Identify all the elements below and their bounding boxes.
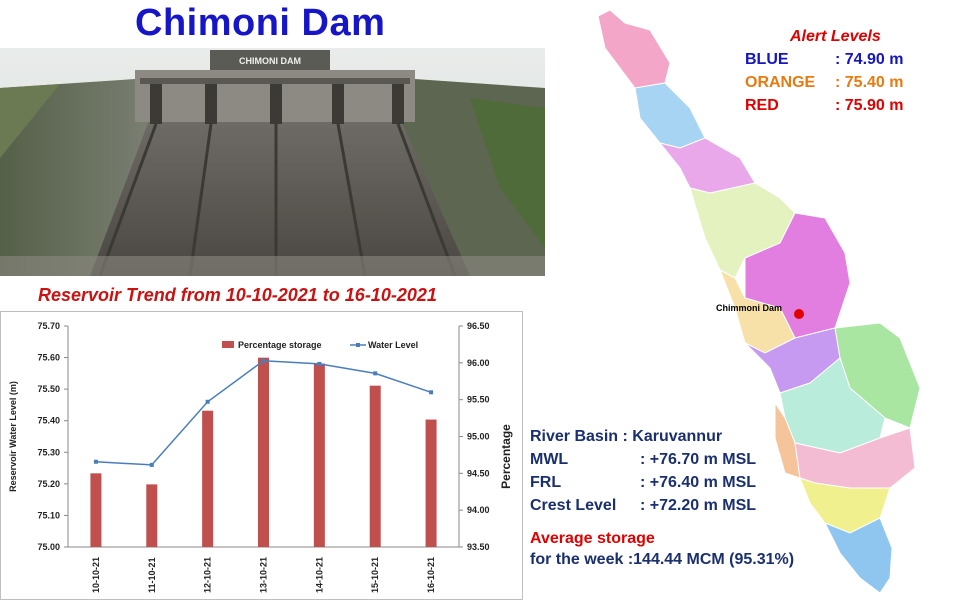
bar-percentage-storage	[425, 419, 437, 547]
left-tick-label: 75.20	[37, 479, 60, 489]
right-tick-label: 95.50	[467, 395, 490, 405]
legend-marker-line	[356, 343, 360, 347]
chart-svg: 75.00 75.10 75.20 75.30 75.40 75.50 75.60 75.70…	[0, 311, 523, 600]
legend-swatch-bar	[222, 341, 234, 348]
y-axis-label-left: Reservoir Water Level (m)	[8, 381, 18, 492]
left-tick-label: 75.00	[37, 542, 60, 552]
alert-row-blue: BLUE : 74.90 m	[745, 48, 903, 71]
right-tick-label: 93.50	[467, 542, 490, 552]
dam-map-label: Chimmoni Dam	[716, 303, 783, 313]
point-water-level	[429, 390, 434, 395]
info-key: FRL	[530, 474, 562, 491]
alert-value: : 74.90 m	[835, 51, 904, 68]
point-water-level	[149, 462, 154, 467]
page-title: Chimoni Dam	[135, 2, 386, 44]
x-tick-label: 10-10-21	[91, 557, 101, 593]
alert-title: Alert Levels	[790, 28, 881, 45]
river-basin: River Basin : Karuvannur	[530, 425, 794, 448]
point-water-level	[317, 361, 322, 366]
point-water-level	[205, 399, 210, 404]
dam-sign: CHIMONI DAM	[239, 56, 301, 66]
bar-percentage-storage	[90, 473, 102, 547]
legend-label-bar: Percentage storage	[238, 340, 322, 350]
left-tick-label: 75.50	[37, 384, 60, 394]
y-axis-label-right: Percentage	[499, 424, 513, 489]
bar-percentage-storage	[258, 357, 269, 547]
dam-photo: CHIMONI DAM	[0, 48, 545, 276]
point-water-level	[373, 371, 378, 376]
dam-location-marker	[794, 309, 804, 319]
info-row-mwl: MWL : +76.70 m MSL	[530, 448, 794, 471]
trend-title: Reservoir Trend from 10-10-2021 to 16-10…	[38, 285, 437, 305]
avg-storage-value: :144.44 MCM (95.31%)	[627, 551, 795, 568]
dam-info: River Basin : Karuvannur MWL : +76.70 m …	[530, 425, 794, 571]
bar-percentage-storage	[202, 410, 214, 547]
kerala-map	[580, 8, 940, 598]
basin-value: : Karuvannur	[622, 428, 723, 445]
info-row-frl: FRL : +76.40 m MSL	[530, 471, 794, 494]
alert-value: : 75.40 m	[835, 74, 904, 91]
right-tick-label: 94.00	[467, 505, 490, 515]
left-tick-label: 75.70	[37, 321, 60, 331]
right-tick-label: 96.00	[467, 358, 490, 368]
basin-label: River Basin	[530, 428, 619, 445]
x-tick-label: 11-10-21	[147, 557, 157, 593]
x-tick-label: 14-10-21	[314, 557, 324, 593]
point-water-level	[93, 459, 98, 464]
left-tick-label: 75.10	[37, 510, 60, 520]
bar-percentage-storage	[146, 484, 158, 547]
x-tick-label: 13-10-21	[259, 557, 269, 593]
alert-value: : 75.90 m	[835, 97, 904, 114]
left-tick-label: 75.40	[37, 416, 60, 426]
alert-name: BLUE	[745, 51, 789, 68]
legend-label-line: Water Level	[368, 340, 418, 350]
info-key: Crest Level	[530, 497, 617, 514]
right-tick-label: 95.00	[467, 432, 490, 442]
info-value: : +76.70 m MSL	[640, 451, 757, 468]
right-tick-label: 94.50	[467, 468, 490, 478]
right-tick-label: 96.50	[467, 321, 490, 331]
alert-levels: Alert Levels BLUE : 74.90 m ORANGE : 75.…	[745, 28, 903, 117]
avg-storage-title: Average storage	[530, 530, 655, 547]
alert-row-orange: ORANGE : 75.40 m	[745, 71, 903, 94]
alert-row-red: RED : 75.90 m	[745, 94, 903, 117]
bar-percentage-storage	[313, 363, 325, 547]
alert-name: ORANGE	[745, 74, 816, 91]
x-tick-label: 15-10-21	[370, 557, 380, 593]
point-water-level	[261, 358, 266, 363]
left-tick-label: 75.60	[37, 353, 60, 363]
info-value: : +72.20 m MSL	[640, 497, 757, 514]
info-value: : +76.40 m MSL	[640, 474, 757, 491]
avg-storage-label: for the week	[530, 551, 624, 568]
info-row-crest: Crest Level : +72.20 m MSL	[530, 494, 794, 517]
reservoir-chart: 75.00 75.10 75.20 75.30 75.40 75.50 75.60 75.70…	[0, 311, 523, 600]
alert-name: RED	[745, 97, 779, 114]
bar-percentage-storage	[369, 385, 381, 547]
x-tick-label: 16-10-21	[426, 557, 436, 593]
left-tick-label: 75.30	[37, 447, 60, 457]
avg-storage-row: for the week :144.44 MCM (95.31%)	[530, 549, 794, 571]
x-tick-label: 12-10-21	[203, 557, 213, 593]
info-key: MWL	[530, 451, 569, 468]
